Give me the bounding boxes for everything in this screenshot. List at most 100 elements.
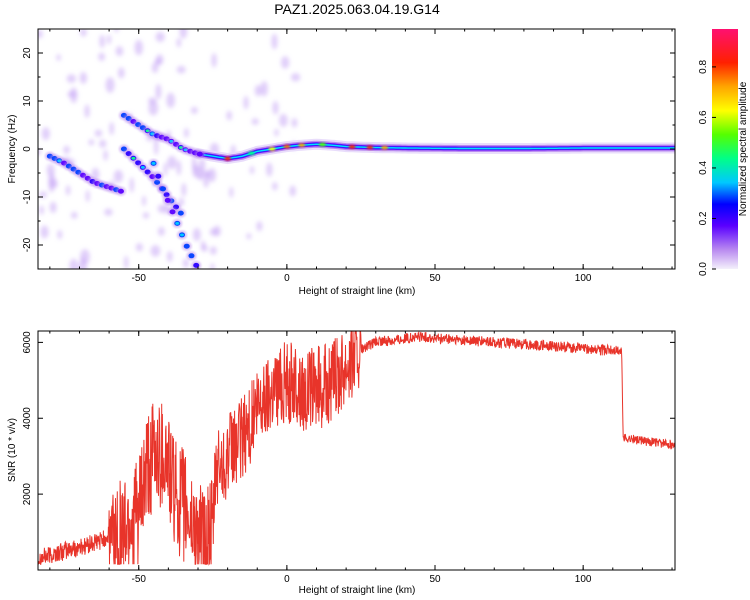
- noise-blob: [192, 228, 201, 242]
- spectrogram-ylabel: Frequency (Hz): [7, 115, 18, 184]
- noise-blob: [134, 39, 143, 56]
- noise-blob: [150, 245, 161, 257]
- noise-blob: [202, 170, 212, 178]
- noise-blob: [99, 34, 105, 48]
- snr-xlabel: Height of straight line (km): [299, 585, 416, 596]
- spectrogram-ytick-label: -20: [22, 237, 33, 252]
- snr-xtick-label: -50: [132, 574, 147, 585]
- noise-blob: [70, 211, 78, 219]
- noise-blob: [84, 104, 90, 118]
- noise-blob: [243, 96, 249, 110]
- snr-ylabel: SNR (10 * v/v): [7, 418, 18, 482]
- hotspot: [298, 143, 306, 147]
- spectrogram-xtick-label: 100: [575, 273, 592, 284]
- spectrogram-ytick-label: 0: [22, 146, 33, 152]
- colorbar-gradient: [712, 29, 738, 269]
- spectrogram-xtick-label: 0: [284, 273, 290, 284]
- ridge-core: [203, 143, 675, 160]
- noise-blob: [266, 162, 273, 177]
- hotspot: [268, 147, 276, 151]
- noise-blob: [163, 162, 168, 177]
- noise-blob: [167, 155, 177, 170]
- noise-blob: [48, 176, 55, 193]
- spectrogram-panel: -50 0 50 100 -20 -10 0 10 20 Height of straight …: [7, 28, 676, 297]
- snr-xtick-label: 0: [284, 574, 290, 585]
- noise-blob: [103, 149, 108, 161]
- noise-blob: [229, 186, 234, 198]
- blotch-hot: [140, 166, 145, 169]
- snr-ytick-label: 6000: [22, 331, 33, 354]
- noise-blob: [211, 53, 217, 68]
- noise-blob: [176, 160, 182, 176]
- noise-blob: [176, 37, 182, 48]
- noise-blob: [94, 129, 103, 137]
- noise-blob: [41, 127, 50, 141]
- spectrogram-ytick-label: -10: [22, 189, 33, 204]
- ridge-blotches: [118, 110, 205, 159]
- noise-blob: [38, 149, 42, 156]
- noise-blob: [260, 81, 268, 97]
- spectrogram-ytick-label: 20: [22, 47, 33, 59]
- noise-blob: [65, 185, 71, 196]
- noise-blob: [274, 128, 279, 137]
- noise-blob: [114, 29, 119, 33]
- hotspot: [224, 156, 232, 161]
- noise-blob: [157, 226, 165, 236]
- colorbar-tick-label: 0.4: [698, 161, 709, 175]
- noise-blob: [246, 233, 252, 240]
- blotch: [169, 209, 176, 215]
- hotspot: [318, 142, 326, 147]
- snr-panel: -50 0 50 100 2000 4000 6000 Height of straight…: [7, 330, 676, 596]
- noise-blob: [107, 34, 112, 45]
- noise-blob: [63, 145, 70, 154]
- noise-blob: [256, 221, 263, 232]
- noise-blob: [279, 113, 288, 127]
- noise-blob: [209, 228, 218, 236]
- spectrogram-halo: [192, 138, 675, 165]
- noise-blob: [249, 166, 255, 175]
- noise-blob: [113, 169, 124, 183]
- noise-blob: [85, 190, 90, 203]
- noise-blob: [153, 140, 159, 155]
- noise-blob: [182, 258, 189, 269]
- blotch: [155, 173, 162, 179]
- colorbar-ticks: 0.0 0.2 0.4 0.6 0.8: [698, 60, 716, 276]
- noise-blob: [88, 139, 95, 146]
- noise-blob: [254, 85, 262, 97]
- noise-blob: [289, 185, 297, 197]
- spectrogram-xtick-label: -50: [132, 273, 147, 284]
- noise-blob: [98, 52, 106, 61]
- noise-blob: [226, 110, 232, 121]
- noise-blob: [79, 72, 88, 84]
- noise-blob: [190, 106, 198, 114]
- noise-blob: [272, 101, 279, 115]
- noise-blob: [56, 54, 61, 61]
- ridge-blotches: [118, 144, 186, 218]
- noise-blob: [123, 255, 129, 269]
- colorbar: 0.0 0.2 0.4 0.6 0.8 Normalized spectral ampl…: [698, 29, 749, 276]
- snr-ticks: -50 0 50 100 2000 4000 6000: [22, 331, 675, 585]
- noise-blob: [179, 29, 188, 39]
- blotch-hot: [175, 222, 180, 225]
- spectrogram-image: [38, 29, 675, 269]
- ridge-blotches: [44, 151, 126, 196]
- colorbar-label: Normalized spectral amplitude: [738, 81, 749, 216]
- blotch: [117, 188, 124, 194]
- blotch-hot: [179, 233, 184, 237]
- ridge-blotches: [148, 158, 202, 269]
- noise-blob: [99, 139, 107, 148]
- noise-blob: [135, 243, 143, 252]
- spectrogram-xtick-label: 50: [429, 273, 441, 284]
- colorbar-tick-label: 0.2: [698, 211, 709, 225]
- noise-blob: [151, 62, 159, 73]
- hotspot: [283, 144, 291, 149]
- noise-blob: [155, 84, 162, 100]
- chart-title: PAZ1.2025.063.04.19.G14: [274, 1, 440, 17]
- noise-blob: [290, 73, 301, 82]
- noise-blob: [176, 65, 186, 74]
- noise-blob: [291, 118, 298, 128]
- noise-blob: [115, 46, 124, 57]
- noise-blob: [39, 191, 47, 198]
- snr-ytick-label: 4000: [22, 407, 33, 430]
- noise-blob: [198, 173, 203, 181]
